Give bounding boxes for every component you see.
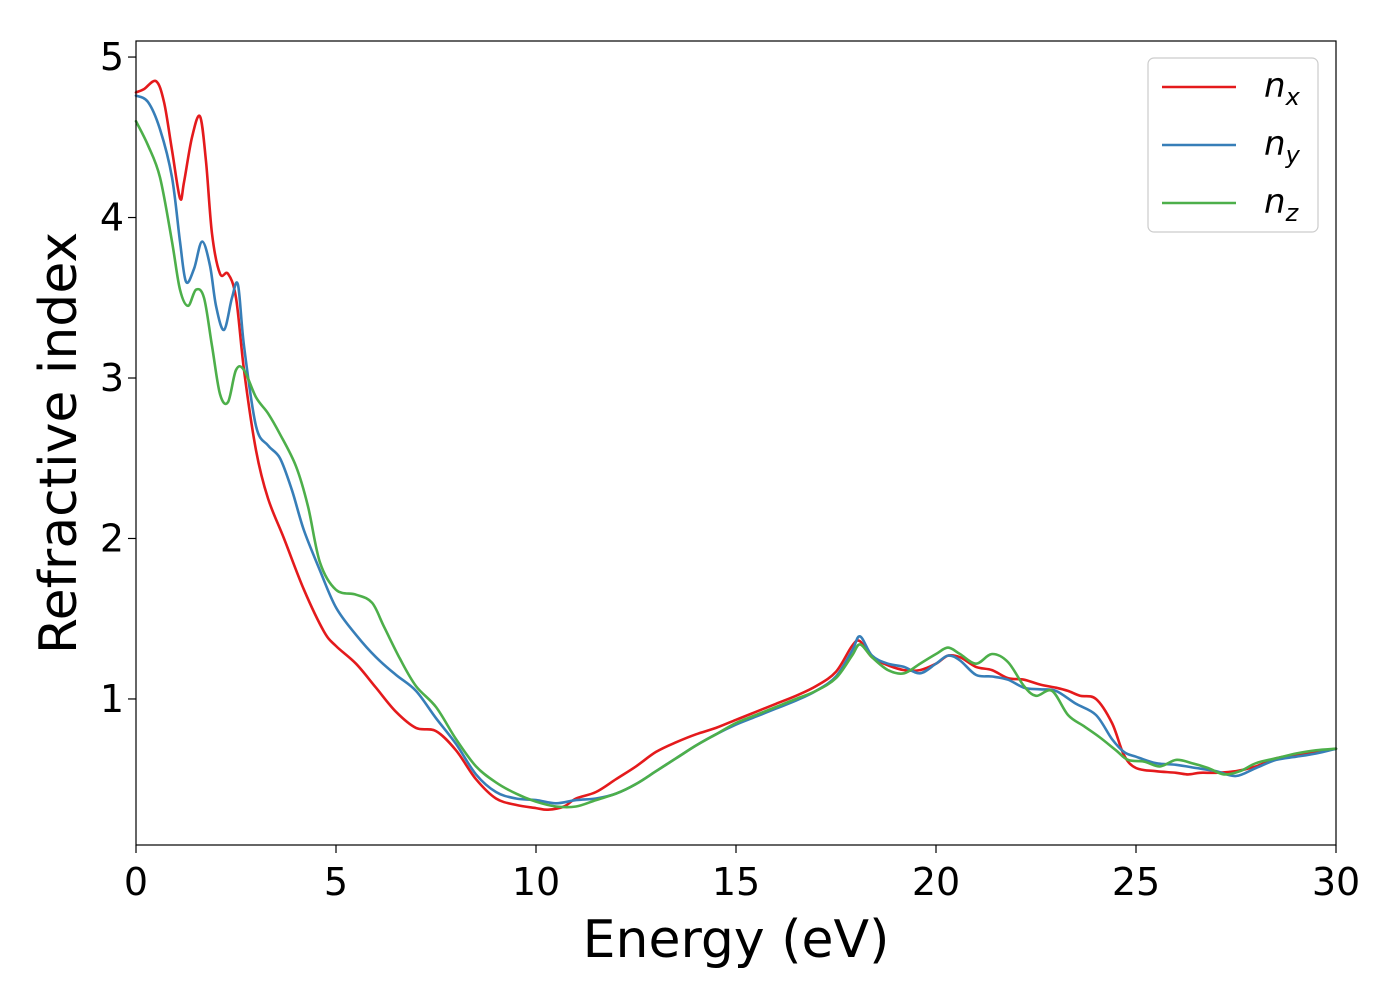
x-axis-title: Energy (eV) <box>583 910 890 970</box>
x-tick-label: 25 <box>1112 860 1160 904</box>
x-tick-label: 5 <box>324 860 348 904</box>
y-tick-label: 3 <box>100 356 124 400</box>
x-tick-label: 10 <box>512 860 560 904</box>
y-axis-title: Refractive index <box>29 232 89 654</box>
series-line-nx <box>134 79 1338 812</box>
x-tick-label: 15 <box>712 860 760 904</box>
legend-label-ny: ny <box>1264 124 1301 169</box>
series-line-nz <box>134 119 1338 809</box>
y-tick-label: 1 <box>100 677 124 721</box>
plot-lines <box>134 79 1338 812</box>
legend: nx ny nz <box>1147 57 1319 233</box>
y-tick-label: 2 <box>100 516 124 560</box>
x-axis-ticks: 0 5 10 15 20 25 30 <box>124 845 1360 904</box>
y-axis-ticks: 1 2 3 4 5 <box>100 35 136 721</box>
x-tick-label: 30 <box>1312 860 1360 904</box>
legend-label-nz: nz <box>1264 182 1300 227</box>
y-tick-label: 5 <box>100 35 124 79</box>
legend-label-nx: nx <box>1264 66 1301 111</box>
x-tick-label: 0 <box>124 860 148 904</box>
x-tick-label: 20 <box>912 860 960 904</box>
y-tick-label: 4 <box>100 196 124 240</box>
